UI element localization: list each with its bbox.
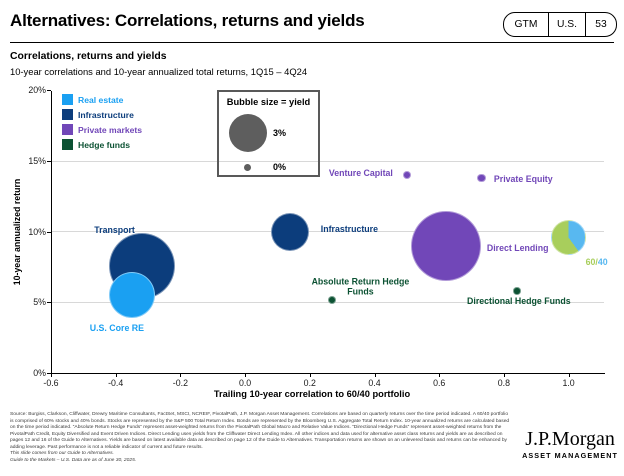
x-tick-mark (568, 373, 570, 377)
label-directional-hedge-funds: Directional Hedge Funds (467, 295, 571, 306)
size-legend-big-label: 3% (273, 128, 287, 138)
bubble-chart: 0% 5% 10% 15% 20% -0.6 -0.4 -0.2 0.0 0.2 0.4 0.6 0.… (12, 85, 608, 399)
label-transport: Transport (94, 224, 135, 235)
x-tick-label: 1.0 (562, 378, 575, 388)
legend-label: Hedge funds (78, 139, 131, 150)
footnote-block: Source: Burgiss, Clarkson, Cliffwater, D… (10, 412, 510, 465)
legend-item-infrastructure: Infrastructure (62, 109, 142, 120)
bubble-directional-hedge-funds (513, 287, 521, 295)
size-legend-big-bubble (229, 114, 267, 152)
y-tick-mark (47, 161, 51, 163)
y-axis-line (51, 91, 52, 374)
y-tick-label: 15% (28, 156, 46, 167)
bubble-venture-capital (402, 171, 411, 180)
label-private-equity: Private Equity (493, 173, 553, 184)
x-tick-label: 0.0 (238, 378, 252, 388)
x-tick-label: 0.6 (433, 378, 446, 388)
size-legend-title: Bubble size = yield (226, 97, 311, 107)
x-tick-label: -0.4 (108, 378, 124, 388)
category-legend: Real estate Infrastructure Private markets… (62, 94, 142, 154)
legend-label: Infrastructure (78, 109, 134, 120)
legend-item-hedge-funds: Hedge funds (62, 139, 142, 150)
bubble-direct-lending (410, 210, 481, 281)
y-tick-mark (47, 373, 51, 374)
badge-region: U.S. (548, 13, 585, 36)
legend-swatch (62, 124, 73, 135)
asset-management-label: ASSET MANAGEMENT (522, 451, 618, 460)
y-axis-title: 10-year annualized return (12, 178, 22, 286)
label-part: 40 (597, 257, 608, 268)
gtm-date-note: Guide to the Markets – U.S. Data are as … (10, 458, 137, 464)
label-u-s-core-re: U.S. Core RE (89, 323, 145, 334)
page-title: Alternatives: Correlations, returns and … (10, 11, 365, 30)
bubble-size-legend: Bubble size = yield 3% 0% (217, 90, 320, 177)
x-axis-title: Trailing 10-year correlation to 60/40 po… (213, 389, 411, 399)
legend-label: Private markets (78, 124, 143, 135)
label-absolute-return-hedge-funds: Absolute Return Hedge Funds (311, 276, 410, 297)
gridline (52, 160, 604, 162)
x-axis-line (51, 373, 605, 374)
y-tick-label: 20% (28, 85, 46, 96)
size-legend-small-bubble (244, 164, 251, 171)
gtm-badge: GTM U.S. 53 (503, 12, 617, 37)
legend-swatch (62, 139, 73, 150)
size-legend-small-label: 0% (273, 162, 287, 172)
gridline (52, 301, 604, 303)
x-tick-mark (245, 373, 247, 377)
legend-swatch (62, 94, 73, 105)
source-text: Source: Burgiss, Clarkson, Cliffwater, D… (10, 412, 510, 450)
x-tick-mark (374, 373, 376, 377)
y-tick-mark (47, 231, 51, 233)
x-tick-mark (180, 373, 182, 377)
legend-item-real-estate: Real estate (62, 94, 142, 105)
header-divider (10, 42, 614, 43)
label-part: 60/ (585, 257, 598, 268)
badge-page-number: 53 (585, 13, 616, 36)
label-60-40: 60/40 (586, 257, 608, 267)
bubble-infrastructure (271, 212, 310, 251)
y-tick-label: 10% (28, 226, 46, 237)
jpmorgan-logo: J.P.Morgan ASSET MANAGEMENT (522, 428, 618, 460)
x-tick-label: 0.2 (303, 378, 316, 388)
label-venture-capital: Venture Capital (328, 167, 393, 178)
x-tick-label: -0.2 (172, 378, 188, 388)
chart-subtitle: 10-year correlations and 10-year annuali… (10, 66, 308, 77)
x-tick-mark (115, 373, 117, 377)
label-infrastructure: Infrastructure (320, 223, 378, 234)
y-tick-mark (47, 90, 51, 92)
y-tick-label: 5% (33, 297, 46, 308)
x-tick-mark (309, 373, 311, 377)
guide-note: This slide comes from our Guide to Alter… (10, 451, 114, 457)
label-direct-lending: Direct Lending (486, 242, 549, 253)
bubble-absolute-return-hedge-funds (328, 295, 337, 304)
legend-label: Real estate (78, 94, 124, 105)
y-tick-mark (47, 302, 51, 304)
x-tick-label: 0.4 (368, 378, 381, 388)
jpmorgan-wordmark: J.P.Morgan (525, 428, 615, 450)
x-tick-mark (439, 373, 441, 377)
legend-item-private-markets: Private markets (62, 124, 142, 135)
x-tick-label: 0.8 (497, 378, 510, 388)
badge-gtm: GTM (514, 19, 538, 30)
legend-swatch (62, 109, 73, 120)
x-tick-mark (51, 373, 52, 377)
chart-title: Correlations, returns and yields (10, 51, 167, 62)
bubble-60-40 (551, 219, 587, 255)
x-tick-label: -0.6 (43, 378, 59, 388)
bubble-private-equity (476, 173, 486, 183)
gridline (52, 231, 604, 233)
bubble-u-s-core-re (108, 272, 155, 319)
x-tick-mark (503, 373, 505, 377)
y-tick-label: 0% (33, 368, 46, 378)
